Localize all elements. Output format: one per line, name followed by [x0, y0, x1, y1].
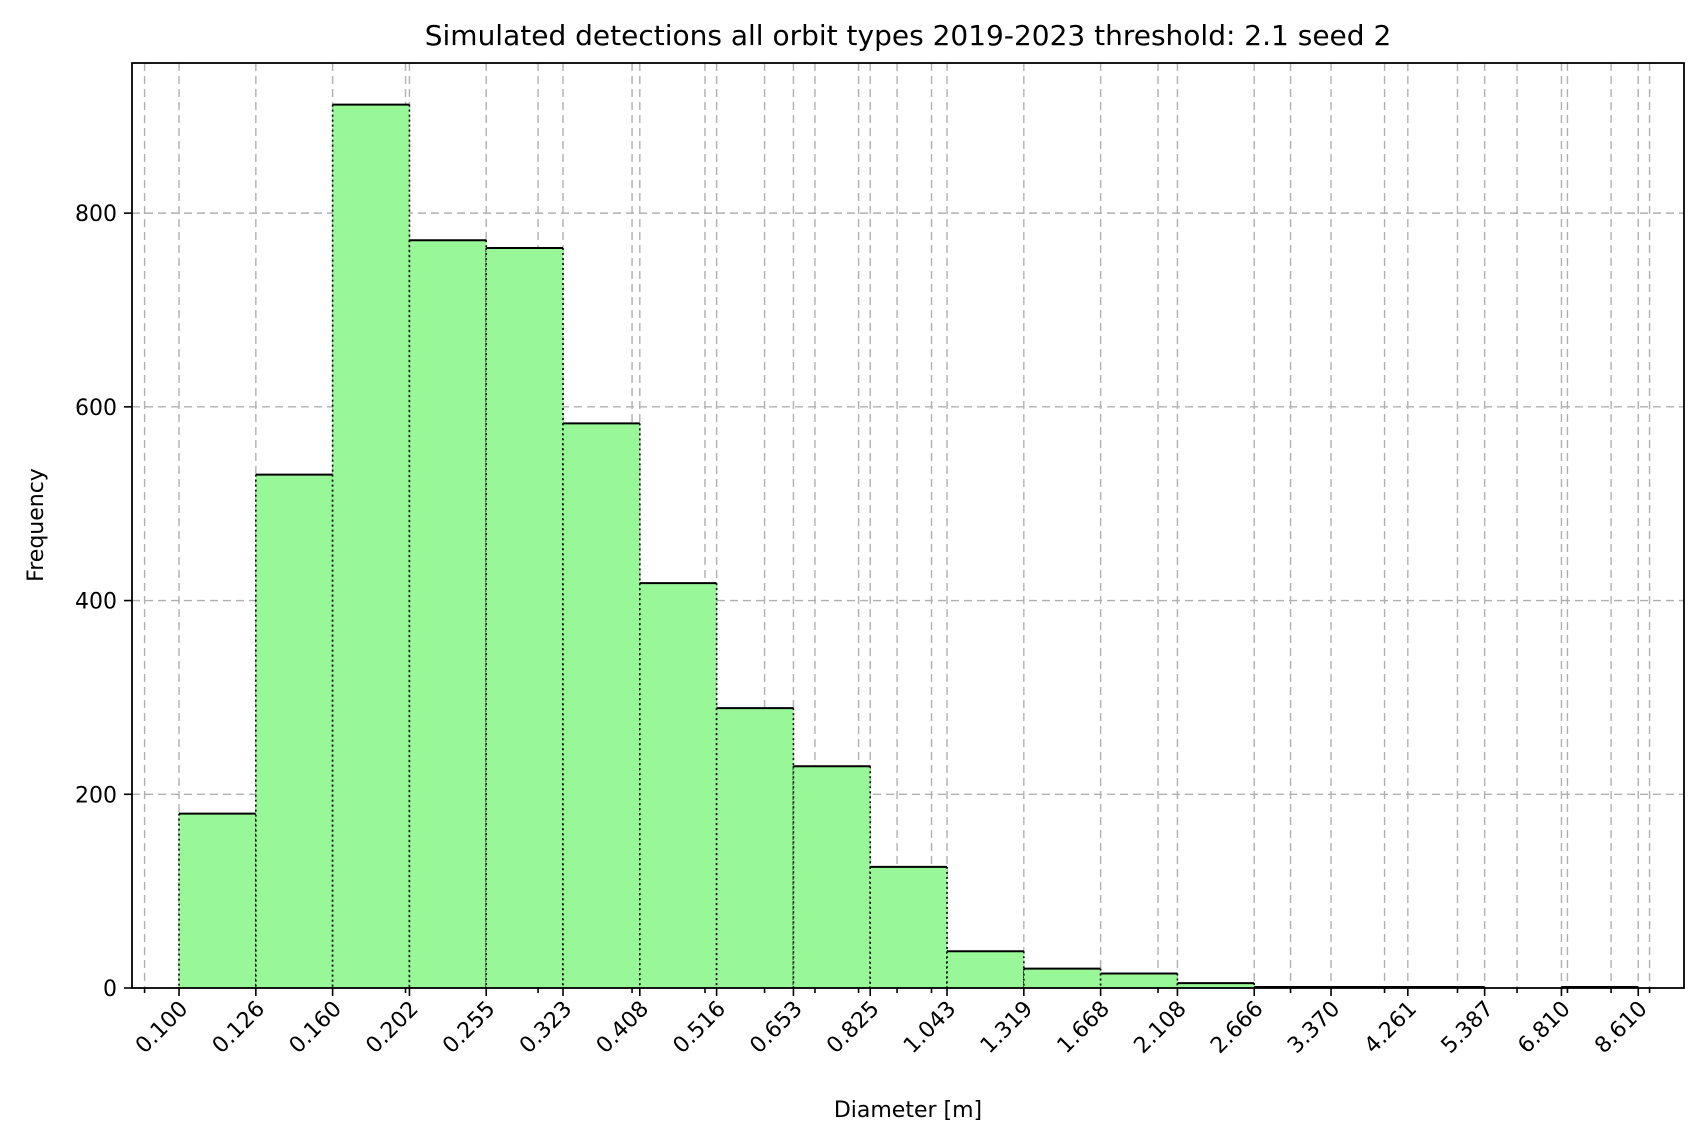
chart-title: Simulated detections all orbit types 201…: [425, 19, 1392, 52]
histogram-bar: [408, 239, 488, 988]
histogram-bar: [255, 473, 334, 989]
y-axis-label: Frequency: [24, 468, 49, 582]
y-tick-label: 600: [75, 396, 117, 421]
bar-fill: [1177, 983, 1255, 988]
histogram-bar: [869, 865, 948, 988]
histogram-bar: [331, 103, 411, 988]
bar-fill: [332, 104, 410, 988]
bar-fill: [562, 423, 640, 988]
histogram-bar: [178, 812, 257, 988]
y-tick-label: 800: [75, 202, 117, 227]
y-tick-label: 400: [75, 590, 117, 615]
bar-fill: [716, 708, 794, 988]
histogram-bar: [715, 707, 795, 988]
histogram-bar: [1099, 972, 1179, 988]
bar-fill: [639, 583, 717, 988]
y-tick-label: 200: [75, 783, 117, 808]
bar-fill: [1023, 968, 1101, 988]
histogram-bar: [562, 422, 641, 988]
bar-fill: [870, 866, 948, 988]
plot-area-frame: [131, 62, 1685, 989]
bar-fill: [179, 813, 256, 988]
bars-layer: [178, 103, 1640, 989]
histogram-bar: [1023, 967, 1102, 988]
histogram-bar: [1176, 982, 1256, 988]
bar-fill: [409, 240, 487, 988]
y-tick-label: 0: [103, 977, 117, 1002]
bar-fill: [255, 474, 333, 989]
bar-fill: [947, 951, 1024, 988]
bar-fill: [486, 248, 563, 988]
bar-fill: [1100, 973, 1178, 988]
histogram-bar: [792, 765, 872, 988]
x-axis-label: Diameter [m]: [834, 1098, 982, 1123]
histogram-bar: [639, 582, 718, 988]
histogram-bar: [485, 247, 564, 988]
histogram-bar: [946, 950, 1025, 988]
bar-fill: [793, 766, 871, 988]
